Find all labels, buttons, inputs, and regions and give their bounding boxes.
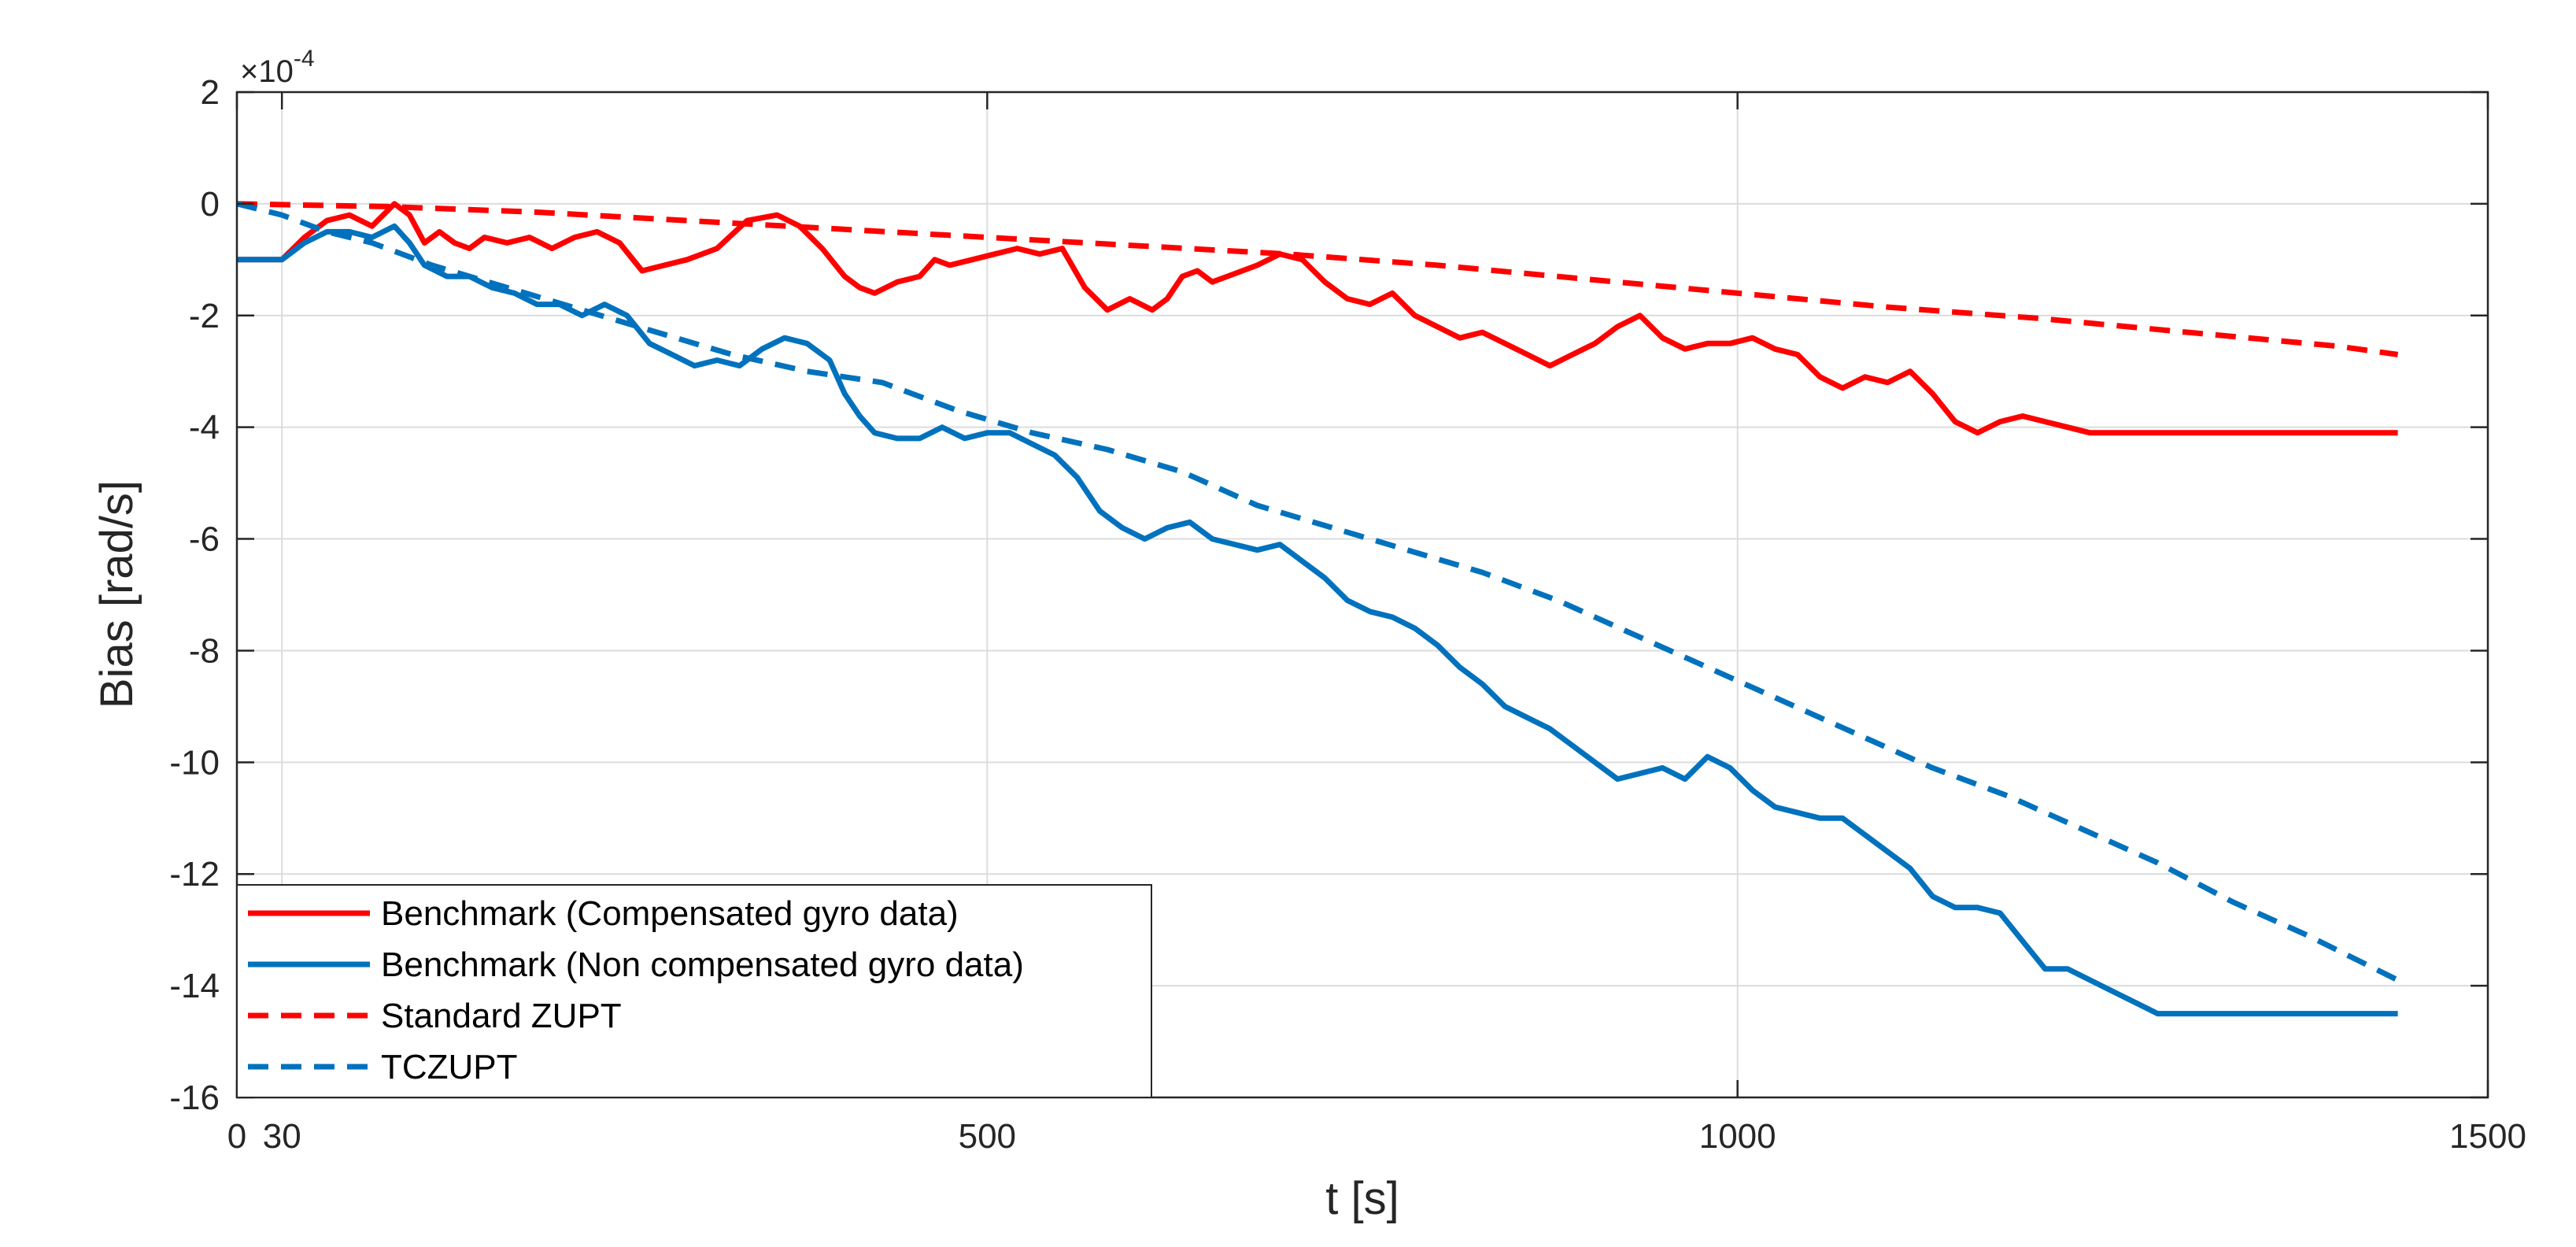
x-tick-label: 1000 (1699, 1117, 1776, 1156)
legend-label: Standard ZUPT (381, 997, 622, 1035)
legend: Benchmark (Compensated gyro data) Benchma… (236, 884, 1152, 1098)
series-line-standard-zupt (236, 201, 2399, 357)
y-tick-label: -2 (189, 297, 220, 335)
y-tick-label: -12 (169, 855, 220, 894)
legend-label: TCZUPT (381, 1048, 518, 1086)
y-tick-label: -6 (189, 520, 220, 559)
series-line-benchmark-non-compensated-gyro-data (237, 223, 2398, 1017)
series-line-tczupt (236, 201, 2400, 983)
legend-box (236, 884, 1152, 1098)
y-tick-label: -10 (169, 743, 220, 782)
x-tick-label: 0 (227, 1117, 246, 1156)
y-tick-labels: 2 0 -2 -4 -6 -8 -10 -12 -14 -16 (169, 73, 220, 1117)
x-tick-labels: 0 30 500 1000 1500 (227, 1117, 2526, 1156)
x-tick-label: 500 (959, 1117, 1016, 1156)
y-tick-label: -14 (169, 967, 220, 1005)
y-tick-label: 2 (201, 73, 220, 112)
legend-label: Benchmark (Compensated gyro data) (381, 894, 959, 933)
x-tick-label: 30 (263, 1117, 301, 1156)
y-tick-label: -4 (189, 409, 220, 447)
y-tick-label: 0 (201, 185, 220, 224)
legend-label: Benchmark (Non compensated gyro data) (381, 945, 1024, 984)
series-layer (236, 201, 2400, 1017)
y-exponent-label: ×10-4 (240, 46, 315, 89)
axes-box (235, 91, 2489, 1099)
y-axis-title: Bias [rad/s] (91, 480, 142, 709)
x-tick-label: 1500 (2449, 1117, 2526, 1156)
x-axis-title: t [s] (1325, 1173, 1399, 1224)
y-tick-label: -8 (189, 631, 220, 670)
y-tick-label: -16 (169, 1079, 220, 1117)
